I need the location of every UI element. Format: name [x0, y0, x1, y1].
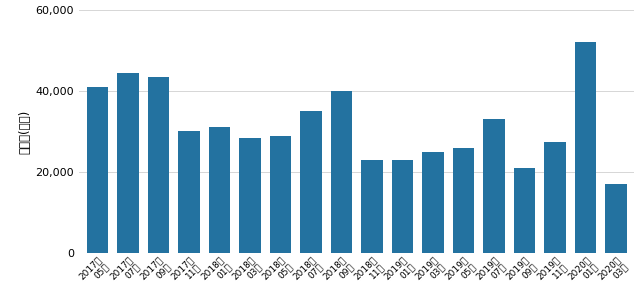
Y-axis label: 거래량(건수): 거래량(건수) [19, 109, 31, 153]
Bar [239, 138, 260, 253]
Bar [422, 152, 444, 253]
Bar [331, 91, 352, 253]
Bar [392, 160, 413, 253]
Bar [362, 160, 383, 253]
Bar [453, 148, 474, 253]
Bar [209, 127, 230, 253]
Bar [514, 168, 535, 253]
Bar [545, 142, 566, 253]
Bar [575, 42, 596, 253]
Bar [300, 111, 322, 253]
Bar [178, 131, 200, 253]
Bar [117, 73, 138, 253]
Bar [483, 119, 505, 253]
Bar [269, 136, 291, 253]
Bar [86, 87, 108, 253]
Bar [605, 184, 627, 253]
Bar [148, 77, 169, 253]
